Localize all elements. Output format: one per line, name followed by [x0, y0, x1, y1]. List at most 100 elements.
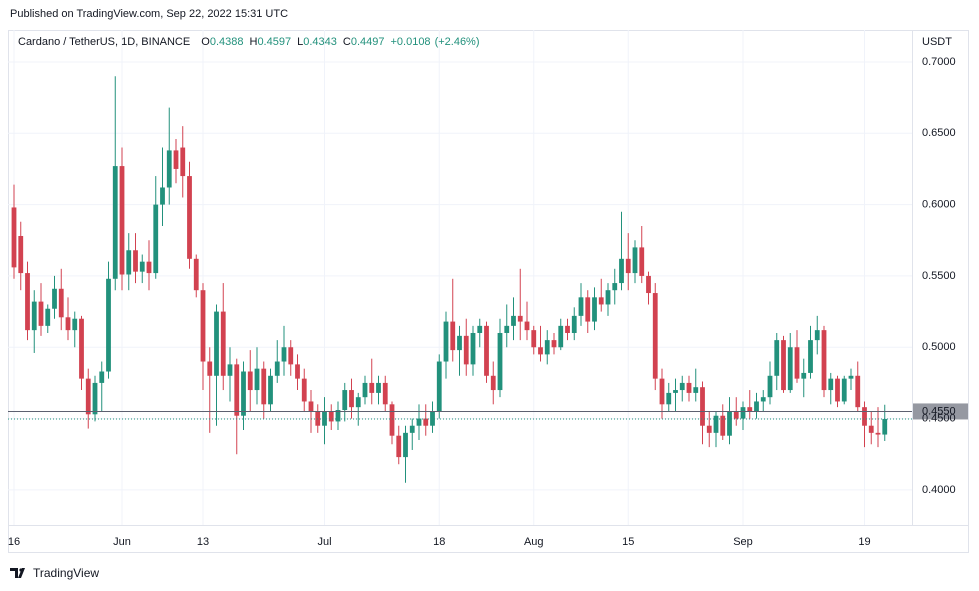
y-tick-label: 0.4500	[922, 412, 956, 424]
candle-body	[436, 361, 442, 412]
candle-body	[65, 317, 71, 331]
x-tick-label: Sep	[733, 536, 753, 548]
candle-body	[450, 321, 456, 351]
candle-body	[733, 411, 739, 419]
candle-body	[612, 283, 618, 291]
candle-body	[369, 382, 375, 393]
candle-body	[686, 382, 692, 393]
candle-body	[524, 321, 530, 331]
candle-body	[376, 382, 381, 393]
x-tick-label: 19	[858, 536, 870, 548]
candle-body	[119, 166, 125, 275]
candle-body	[389, 404, 395, 436]
candle-body	[99, 371, 105, 383]
ohlc-key: L	[297, 36, 303, 48]
candle-body	[187, 176, 192, 259]
candle-body	[457, 335, 462, 351]
y-tick-label: 0.5000	[922, 341, 956, 353]
candle-body	[585, 297, 591, 322]
candle-body	[153, 204, 159, 274]
x-tick-label: Aug	[524, 536, 544, 548]
candle-body	[106, 278, 111, 372]
candle-body	[720, 415, 726, 436]
candle-body	[531, 330, 537, 348]
candle-body	[409, 425, 415, 433]
candle-body	[605, 290, 611, 305]
candle-body	[200, 290, 206, 362]
ohlc-value: 0.4388	[210, 36, 244, 48]
price-line-box	[913, 403, 968, 420]
candle-body	[193, 258, 199, 291]
candle-body	[160, 187, 165, 205]
candle-body	[470, 332, 476, 365]
candle-body	[180, 147, 186, 177]
candle-body	[308, 401, 314, 412]
candle-body	[490, 375, 496, 391]
candle-body	[781, 340, 786, 391]
candle-body	[787, 347, 793, 391]
change-percent: (+2.46%)	[435, 36, 480, 48]
brand-name: TradingView	[33, 566, 99, 580]
candle-body	[274, 361, 280, 376]
candle-body	[598, 297, 604, 305]
candle-body	[261, 368, 267, 405]
candle-body	[706, 425, 712, 433]
candle-body	[173, 150, 179, 169]
published-note: Published on TradingView.com, Sep 22, 20…	[10, 8, 288, 20]
candle-body	[301, 378, 307, 402]
candle-body	[862, 407, 867, 426]
change-value: +0.0108	[390, 36, 430, 48]
candle-body	[335, 410, 341, 422]
candle-body	[544, 340, 550, 355]
candle-body	[693, 387, 699, 393]
legend-header: Cardano / TetherUS, 1D, BINANCE O0.4388 H…	[18, 36, 480, 48]
candle-body	[868, 425, 874, 433]
x-tick-label: 18	[433, 536, 445, 548]
candle-body	[396, 435, 402, 458]
candle-body	[747, 407, 753, 412]
candle-body	[382, 382, 388, 405]
candle-body	[848, 375, 854, 379]
y-tick-label: 0.5500	[922, 270, 956, 282]
candle-body	[754, 401, 759, 412]
candle-body	[760, 397, 766, 402]
overlay: 0.4550	[8, 403, 968, 420]
candle-body	[220, 311, 226, 376]
candle-body	[619, 258, 624, 284]
candle-body	[767, 375, 773, 398]
candle-body	[295, 364, 300, 379]
candle-body	[133, 250, 138, 272]
candle-body	[538, 347, 543, 355]
candle-body	[841, 378, 847, 402]
y-tick-label: 0.6500	[922, 127, 956, 139]
ohlc-value: 0.4597	[257, 36, 291, 48]
candles	[11, 76, 888, 483]
candle-body	[646, 275, 651, 294]
candle-body	[713, 415, 719, 433]
brand-logo	[10, 568, 25, 578]
y-axis-label: USDT	[922, 36, 952, 48]
candle-body	[551, 340, 557, 348]
candle-body	[639, 247, 645, 276]
candle-body	[659, 378, 665, 405]
candle-body	[52, 288, 57, 309]
candle-body	[835, 378, 840, 402]
candle-body	[666, 392, 672, 405]
candle-body	[126, 250, 132, 275]
candle-body	[92, 382, 98, 415]
candle-body	[511, 315, 516, 326]
price-line-label: 0.4550	[922, 405, 956, 417]
symbol-title: Cardano / TetherUS, 1D, BINANCE	[18, 36, 190, 48]
x-tick-label: Jul	[317, 536, 331, 548]
ohlc-values: O0.4388 H0.4597 L0.4343 C0.4497 +0.0108 (+2.4…	[201, 36, 479, 48]
candle-body	[416, 418, 422, 426]
candle-body	[727, 411, 732, 436]
candle-body	[571, 315, 577, 333]
candle-body	[139, 261, 145, 272]
candle-body	[72, 318, 78, 331]
ohlc-key: O	[201, 36, 210, 48]
candle-body	[558, 325, 564, 348]
candle-body	[362, 382, 368, 398]
